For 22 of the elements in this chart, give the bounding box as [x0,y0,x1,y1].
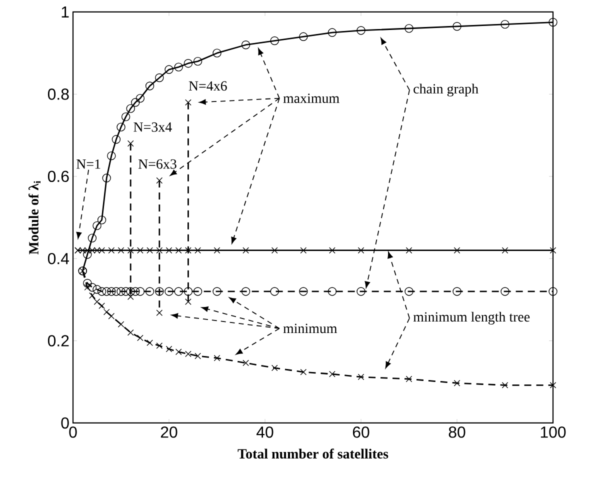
x-tick-label: 20 [160,426,178,438]
y-axis-title: Module of λ$_{i}$ [28,180,40,254]
x-tick-label: 100 [540,426,566,438]
x-axis-title: Total number of satellites [238,448,388,459]
annotation: maximum [283,94,340,103]
annotation: minimum length tree [413,312,530,325]
y-tick-label: 0.6 [48,170,69,182]
y-tick-label: 0 [61,417,69,429]
x-tick-label: 40 [256,426,274,438]
annotation: minimum [283,324,338,334]
annotation: N=6x3 [138,159,176,169]
annotation: chain graph [414,84,478,96]
annotation: N=1 [76,159,100,169]
x-tick-label: 60 [352,426,370,438]
y-tick-label: 0.8 [48,88,69,100]
y-tick-label: 0.4 [48,252,70,264]
y-tick-label: 1 [62,6,69,18]
annotation: N=4x6 [188,81,227,91]
y-tick-label: 0.2 [48,335,69,346]
x-tick-label: 0 [69,426,77,438]
x-tick-label: 80 [448,426,466,438]
annotation: N=3x4 [134,122,172,132]
